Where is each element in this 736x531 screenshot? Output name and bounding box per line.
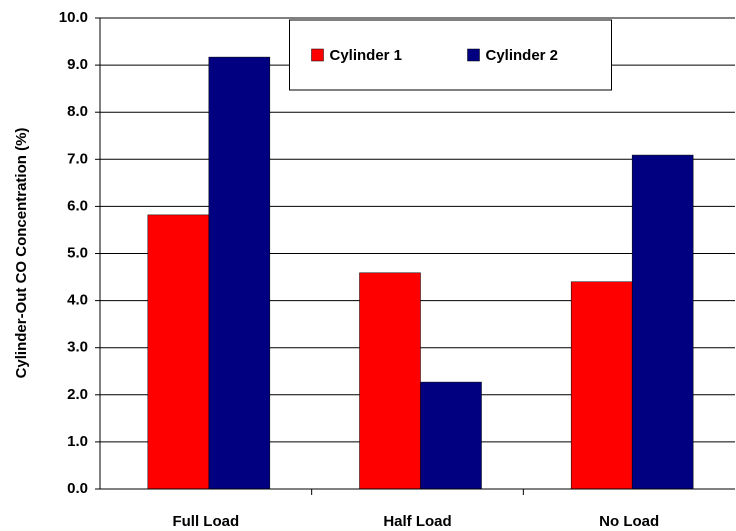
bar — [420, 381, 482, 490]
bar — [208, 56, 271, 490]
x-tick-label: Full Load — [172, 513, 239, 530]
x-tick-label: No Load — [599, 513, 659, 530]
legend-swatch — [311, 48, 324, 62]
y-tick-label: 10.0 — [59, 9, 88, 26]
legend-label: Cylinder 2 — [486, 47, 559, 64]
y-tick-label: 8.0 — [67, 103, 88, 120]
y-tick-label: 5.0 — [67, 244, 88, 261]
y-tick-label: 1.0 — [67, 433, 88, 450]
legend-swatch — [467, 48, 480, 62]
x-tick-label: Half Load — [383, 513, 451, 530]
y-tick-label: 7.0 — [67, 150, 88, 167]
y-tick-label: 0.0 — [67, 480, 88, 497]
y-tick-label: 6.0 — [67, 197, 88, 214]
y-tick-label: 9.0 — [67, 56, 88, 73]
y-axis-label: Cylinder-Out CO Concentration (%) — [13, 128, 30, 379]
y-tick-label: 2.0 — [67, 386, 88, 403]
bar — [359, 272, 421, 490]
legend-box — [289, 19, 612, 91]
y-tick-label: 3.0 — [67, 339, 88, 356]
y-tick-label: 4.0 — [67, 292, 88, 309]
legend-label: Cylinder 1 — [330, 47, 403, 64]
bar — [570, 281, 633, 490]
bar — [631, 154, 694, 490]
bar — [147, 214, 210, 490]
